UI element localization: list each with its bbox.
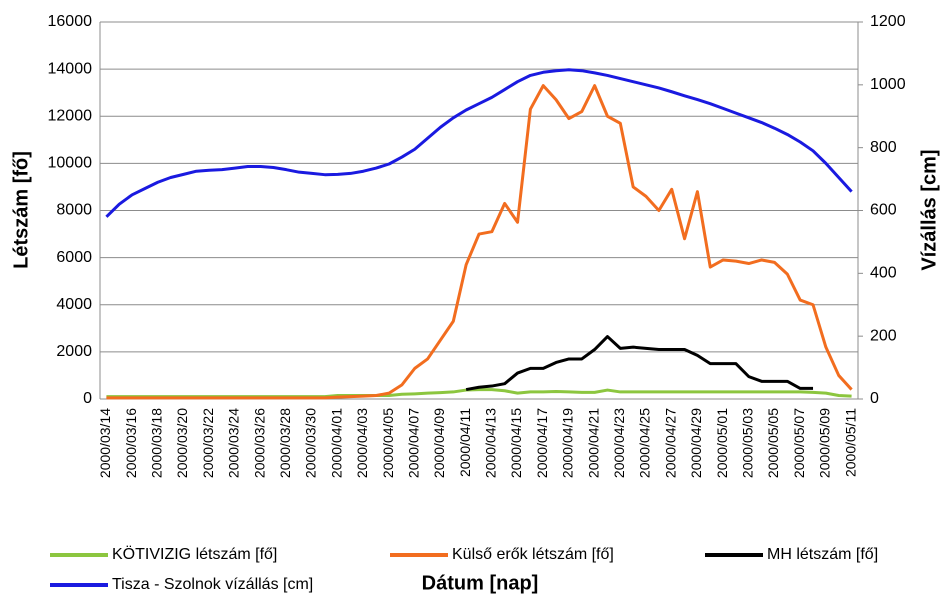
- x-axis-title: Dátum [nap]: [422, 572, 539, 594]
- y2-tick-label: 600: [870, 202, 897, 219]
- y2-tick-label: 0: [870, 390, 879, 407]
- x-tick-label: 2000/04/29: [688, 408, 704, 478]
- x-tick-label: 2000/05/01: [714, 408, 730, 478]
- legend-label: Tisza - Szolnok vízállás [cm]: [112, 576, 313, 593]
- legend-label: Külső erők létszám [fő]: [452, 546, 614, 563]
- y-tick-label: 6000: [56, 249, 92, 266]
- series-line: [105, 68, 853, 218]
- y2-tick-label: 200: [870, 327, 897, 344]
- x-tick-label: 2000/04/15: [508, 408, 524, 478]
- x-tick-label: 2000/04/25: [637, 408, 653, 478]
- y-tick-label: 8000: [56, 202, 92, 219]
- x-tick-label: 2000/03/20: [174, 408, 190, 478]
- x-tick-label: 2000/05/03: [739, 408, 755, 478]
- x-tick-label: 2000/03/16: [123, 408, 139, 478]
- y-tick-label: 12000: [48, 107, 93, 124]
- x-tick-label: 2000/03/24: [226, 408, 242, 478]
- legend-label: MH létszám [fő]: [767, 546, 878, 563]
- x-tick-label: 2000/04/07: [405, 408, 421, 478]
- x-tick-label: 2000/03/30: [303, 408, 319, 478]
- y-tick-label: 16000: [48, 13, 93, 30]
- x-tick-label: 2000/05/09: [817, 408, 833, 478]
- y2-tick-label: 800: [870, 139, 897, 156]
- y2-axis-title: Vízállás [cm]: [918, 149, 940, 270]
- x-tick-label: 2000/03/18: [149, 408, 165, 478]
- x-tick-label: 2000/03/28: [277, 408, 293, 478]
- x-tick-label: 2000/04/03: [354, 408, 370, 478]
- y-tick-label: 4000: [56, 296, 92, 313]
- x-tick-label: 2000/03/22: [200, 408, 216, 478]
- y-tick-label: 2000: [56, 343, 92, 360]
- x-tick-label: 2000/04/11: [457, 408, 473, 477]
- x-tick-label: 2000/04/23: [611, 408, 627, 478]
- x-tick-label: 2000/04/19: [560, 408, 576, 478]
- y-axis-title: Létszám [fő]: [10, 151, 32, 269]
- x-tick-label: 2000/05/05: [765, 408, 781, 478]
- x-tick-label: 2000/03/26: [251, 408, 267, 478]
- x-tick-label: 2000/04/09: [431, 408, 447, 478]
- series-line: [465, 335, 814, 392]
- x-tick-label: 2000/03/14: [97, 408, 113, 478]
- y-tick-label: 0: [83, 390, 92, 407]
- y2-tick-label: 1200: [870, 13, 906, 30]
- x-tick-label: 2000/04/17: [534, 408, 550, 478]
- x-tick-label: 2000/04/21: [585, 408, 601, 478]
- legend-label: KÖTIVIZIG létszám [fő]: [112, 545, 277, 563]
- x-tick-label: 2000/04/27: [662, 408, 678, 478]
- y2-tick-label: 400: [870, 265, 897, 282]
- series-line: [106, 84, 853, 400]
- x-tick-label: 2000/04/01: [328, 408, 344, 478]
- x-tick-label: 2000/05/07: [791, 408, 807, 478]
- x-tick-label: 2000/04/05: [380, 408, 396, 478]
- y-tick-label: 10000: [48, 155, 93, 172]
- series-line: [106, 388, 852, 399]
- x-tick-label: 2000/05/11: [842, 408, 858, 477]
- y2-tick-label: 1000: [870, 76, 906, 93]
- x-tick-label: 2000/04/13: [483, 408, 499, 478]
- y-tick-label: 14000: [48, 60, 93, 77]
